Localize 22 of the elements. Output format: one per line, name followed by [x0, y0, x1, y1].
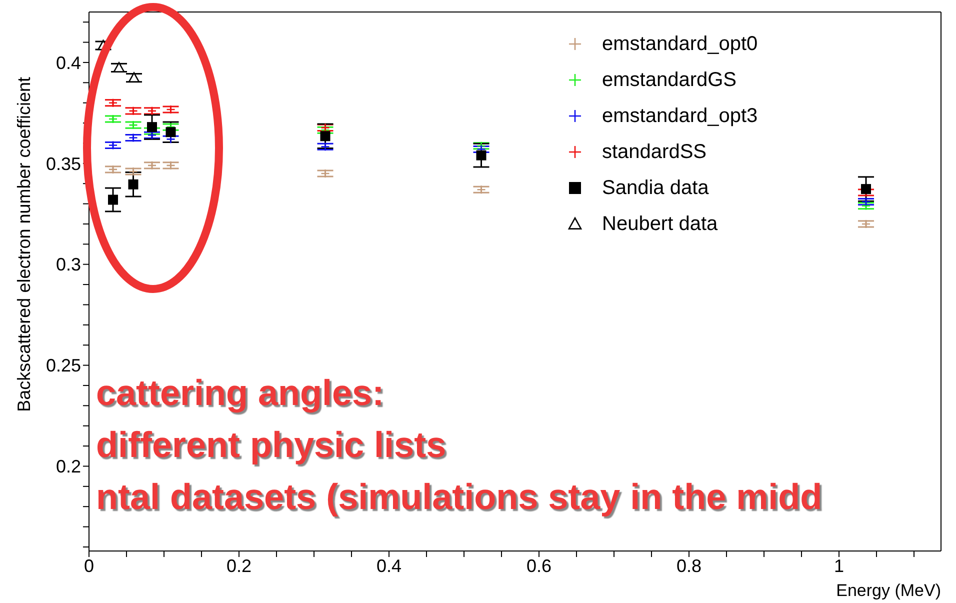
x-tick-label: 0.8 — [676, 556, 702, 576]
x-tick-label: 0.4 — [376, 556, 402, 576]
legend-label: emstandard_opt0 — [602, 32, 758, 56]
annotation: cattering angles: — [96, 372, 384, 414]
annotation: ntal datasets (simulations stay in the midd — [96, 476, 822, 518]
legend-label: Neubert data — [602, 212, 718, 236]
annotation: different physic lists — [96, 424, 446, 466]
y-tick-label: 0.3 — [56, 254, 81, 275]
y-tick-label: 0.25 — [46, 356, 81, 376]
x-tick-label: 0 — [84, 556, 94, 576]
x-tick-label: 0.6 — [526, 556, 552, 576]
legend-label: emstandardGS — [602, 68, 737, 92]
legend-label: emstandard_opt3 — [602, 104, 758, 128]
legend-label: standardSS — [602, 140, 707, 164]
x-tick-label: 1 — [834, 556, 844, 576]
y-tick-label: 0.4 — [56, 52, 81, 73]
y-axis-title: Backscattered electron number coefficient — [14, 77, 34, 412]
y-tick-label: 0.35 — [46, 154, 81, 174]
x-tick-label: 0.2 — [226, 556, 252, 576]
y-tick-label: 0.2 — [56, 456, 81, 477]
x-axis-title: Energy (MeV) — [836, 581, 941, 601]
legend-label: Sandia data — [602, 176, 709, 200]
